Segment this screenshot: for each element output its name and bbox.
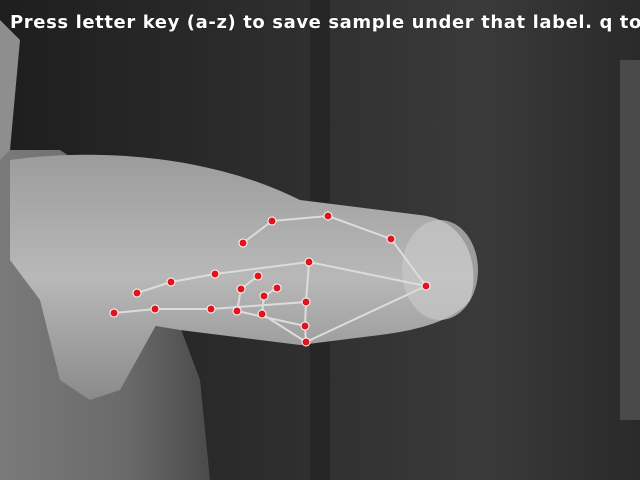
wrist-highlight bbox=[402, 220, 478, 320]
landmark-connection bbox=[308, 261, 427, 287]
landmark-connections bbox=[113, 215, 427, 343]
right-shelf bbox=[620, 60, 640, 420]
hand-landmark-9 bbox=[301, 297, 311, 307]
hand-landmark-7 bbox=[166, 277, 176, 287]
hand-landmark-1 bbox=[386, 234, 396, 244]
hand-landmark-20 bbox=[272, 283, 282, 293]
instruction-text: Press letter key (a-z) to save sample un… bbox=[10, 12, 640, 33]
hand-landmark-4 bbox=[238, 238, 248, 248]
landmark-points bbox=[109, 211, 431, 347]
landmark-connection bbox=[327, 215, 392, 240]
hand-landmark-18 bbox=[257, 309, 267, 319]
landmark-connection bbox=[390, 238, 427, 287]
hand-landmark-6 bbox=[210, 269, 220, 279]
hand-landmark-17 bbox=[301, 337, 311, 347]
hand-landmark-14 bbox=[232, 306, 242, 316]
hand-landmark-15 bbox=[236, 284, 246, 294]
landmark-connection bbox=[236, 310, 306, 327]
landmark-connection bbox=[210, 301, 307, 310]
hand-landmark-5 bbox=[304, 257, 314, 267]
landmark-connection bbox=[136, 281, 172, 294]
landmark-connection bbox=[271, 215, 329, 222]
landmark-connection bbox=[242, 220, 273, 244]
landmark-connection bbox=[261, 313, 307, 343]
hand-landmark-12 bbox=[109, 308, 119, 318]
hand-landmark-0 bbox=[421, 281, 431, 291]
landmark-connection bbox=[305, 285, 427, 343]
landmark-connection bbox=[214, 261, 310, 275]
hand-landmark-19 bbox=[259, 291, 269, 301]
landmark-connection bbox=[113, 308, 156, 314]
hand-landmark-16 bbox=[253, 271, 263, 281]
landmark-connection bbox=[170, 273, 216, 283]
landmark-connection bbox=[305, 261, 310, 303]
shoulder bbox=[0, 20, 20, 160]
forearm bbox=[10, 154, 474, 400]
hand-landmark-8 bbox=[132, 288, 142, 298]
hand-landmark-3 bbox=[267, 216, 277, 226]
hand-landmark-2 bbox=[323, 211, 333, 221]
hand-landmark-11 bbox=[150, 304, 160, 314]
hand-landmark-13 bbox=[300, 321, 310, 331]
hand-landmark-10 bbox=[206, 304, 216, 314]
